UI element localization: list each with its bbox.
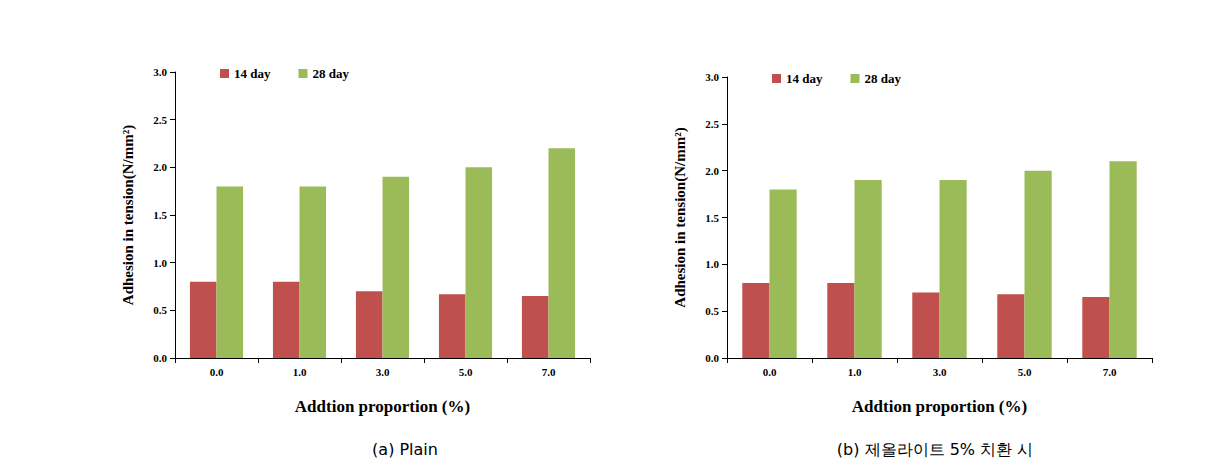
svg-text:0.0: 0.0 [705, 352, 719, 364]
svg-text:1.0: 1.0 [848, 366, 862, 378]
svg-text:28 day: 28 day [864, 71, 901, 86]
svg-text:14 day: 14 day [234, 66, 271, 81]
svg-text:5.0: 5.0 [459, 366, 473, 378]
svg-text:(a) Plain: (a) Plain [372, 440, 438, 459]
svg-text:14 day: 14 day [786, 71, 823, 86]
svg-text:Adhesion in tension(N/mm²): Adhesion in tension(N/mm²) [120, 125, 137, 305]
svg-text:(b) 제올라이트 5% 치환 시: (b) 제올라이트 5% 치환 시 [837, 440, 1033, 459]
svg-text:1.0: 1.0 [293, 366, 307, 378]
svg-text:Adhesion in tension(N/mm²): Adhesion in tension(N/mm²) [672, 127, 689, 307]
svg-text:3.0: 3.0 [376, 366, 390, 378]
svg-text:Addtion proportion (%): Addtion proportion (%) [852, 397, 1027, 416]
svg-text:2.5: 2.5 [153, 114, 167, 126]
svg-text:0.5: 0.5 [705, 305, 719, 317]
svg-text:0.0: 0.0 [763, 366, 777, 378]
svg-text:3.0: 3.0 [705, 71, 719, 83]
svg-text:1.5: 1.5 [705, 212, 719, 224]
svg-text:0.0: 0.0 [210, 366, 224, 378]
svg-text:1.5: 1.5 [153, 209, 167, 221]
svg-text:5.0: 5.0 [1018, 366, 1032, 378]
svg-text:0.5: 0.5 [153, 304, 167, 316]
svg-text:Addtion proportion (%): Addtion proportion (%) [295, 397, 470, 416]
svg-text:0.0: 0.0 [153, 352, 167, 364]
svg-text:1.0: 1.0 [153, 257, 167, 269]
svg-text:7.0: 7.0 [1103, 366, 1117, 378]
svg-text:3.0: 3.0 [933, 366, 947, 378]
svg-text:28 day: 28 day [312, 66, 349, 81]
svg-text:2.0: 2.0 [153, 161, 167, 173]
svg-text:2.5: 2.5 [705, 118, 719, 130]
svg-text:3.0: 3.0 [153, 66, 167, 78]
svg-text:7.0: 7.0 [542, 366, 556, 378]
svg-text:2.0: 2.0 [705, 165, 719, 177]
svg-text:1.0: 1.0 [705, 258, 719, 270]
